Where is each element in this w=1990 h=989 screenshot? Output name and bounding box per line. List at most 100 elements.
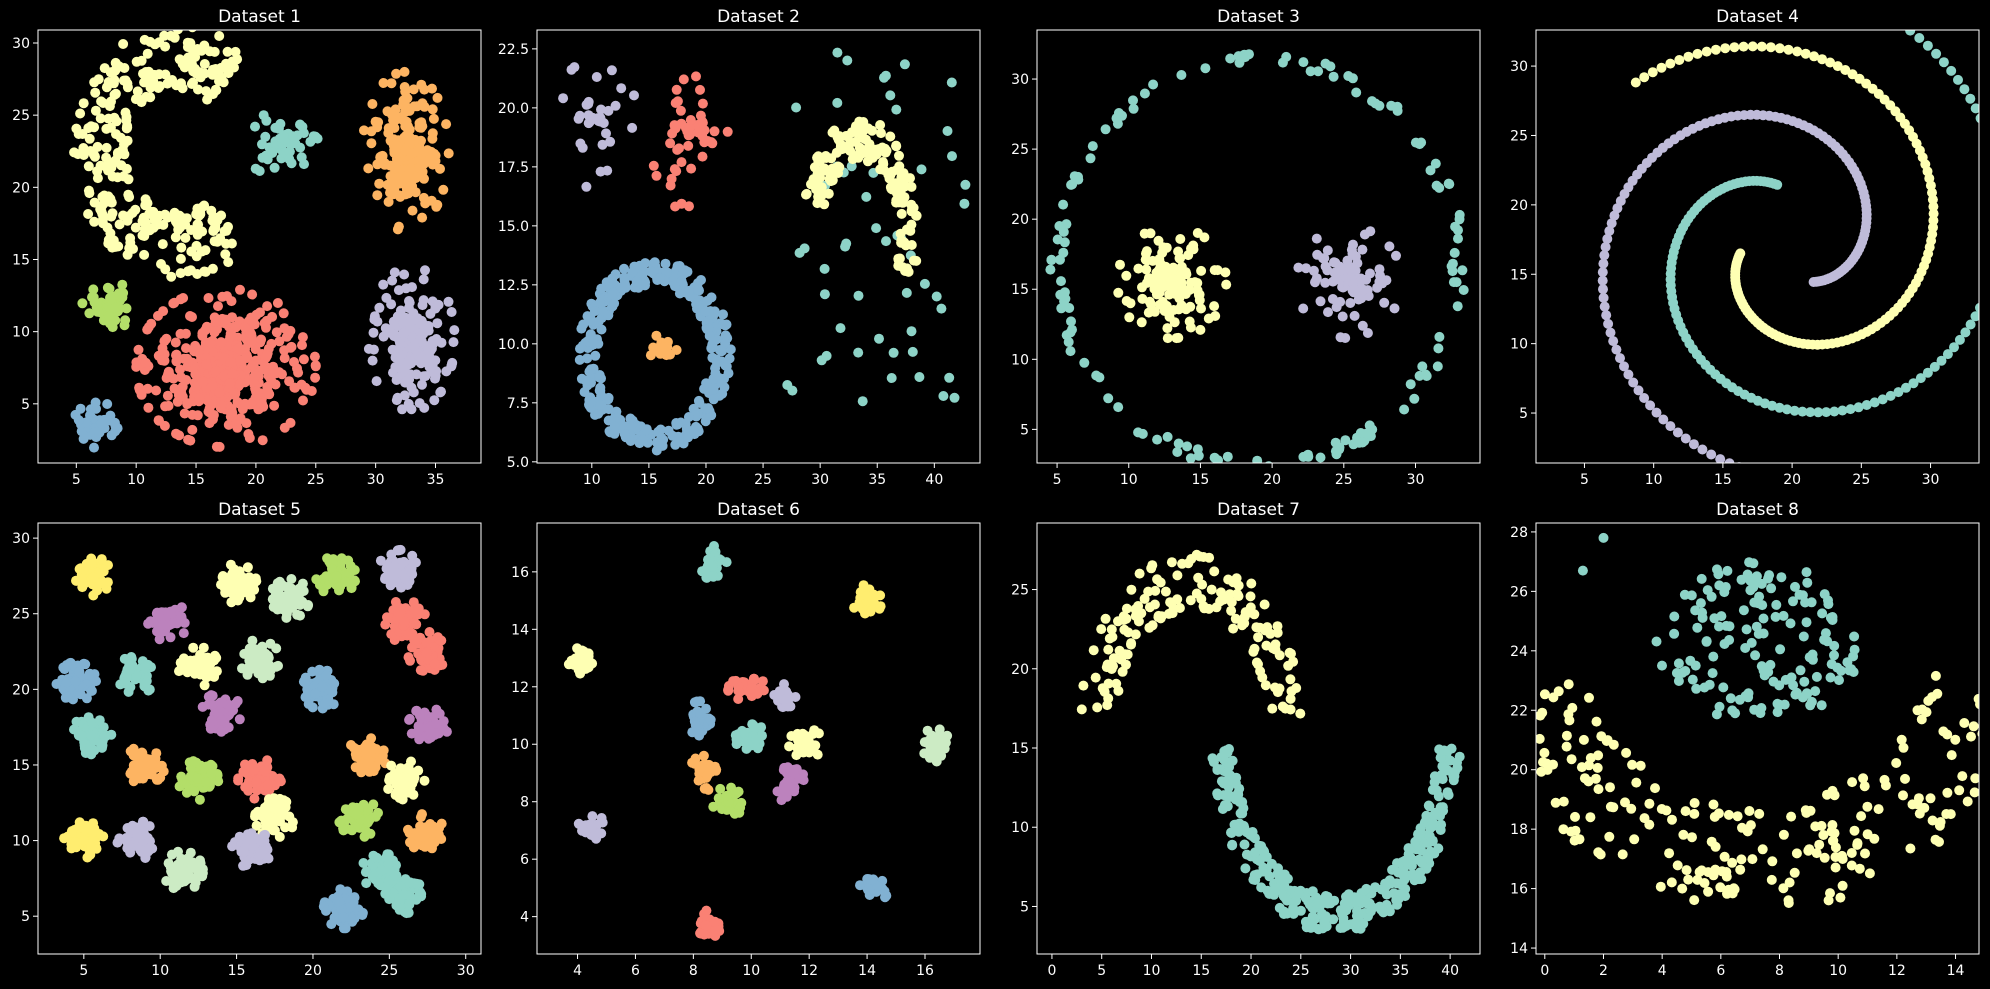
scatter-point xyxy=(78,98,89,109)
scatter-point xyxy=(722,126,733,137)
scatter-point xyxy=(1597,267,1608,278)
scatter-point xyxy=(1351,87,1362,98)
scatter-point xyxy=(594,298,605,309)
x-tick-label: 35 xyxy=(868,472,886,488)
scatter-point xyxy=(1922,40,1933,51)
scatter-point xyxy=(272,298,283,308)
scatter-point xyxy=(392,141,403,151)
scatter-point xyxy=(1139,228,1150,239)
scatter-point xyxy=(103,165,114,176)
scatter-point xyxy=(271,327,282,338)
scatter-point xyxy=(142,324,153,335)
scatter-point xyxy=(1298,57,1309,68)
scatter-point xyxy=(351,751,362,762)
scatter-point xyxy=(911,255,922,266)
axes-frame xyxy=(37,29,482,464)
scatter-point xyxy=(658,434,669,445)
cluster-1 xyxy=(558,62,639,192)
scatter-point xyxy=(1113,402,1124,413)
cluster-2 xyxy=(216,559,262,608)
scatter-point xyxy=(1244,49,1254,60)
cluster-24 xyxy=(403,809,447,854)
scatter-point xyxy=(1374,264,1385,275)
scatter-point xyxy=(190,369,201,380)
scatter-point xyxy=(261,115,272,126)
scatter-point xyxy=(220,249,231,260)
scatter-point xyxy=(1192,228,1203,238)
scatter-point xyxy=(204,403,215,414)
scatter-point xyxy=(269,162,280,173)
scatter-point xyxy=(675,105,686,116)
scatter-point xyxy=(1162,323,1173,334)
scatter-point xyxy=(298,128,309,139)
scatter-point xyxy=(197,202,208,213)
y-tick-label: 15 xyxy=(12,252,30,268)
scatter-point xyxy=(83,185,94,196)
scatter-point xyxy=(160,41,171,52)
scatter-point xyxy=(250,163,261,174)
scatter-point xyxy=(1960,327,1971,338)
scatter-point xyxy=(916,164,927,175)
y-tick-label: 20 xyxy=(1011,212,1029,228)
scatter-point xyxy=(262,301,273,312)
scatter-point xyxy=(589,306,600,317)
scatter-point xyxy=(89,197,100,208)
scatter-point xyxy=(199,680,210,691)
scatter-point xyxy=(395,763,406,774)
scatter-point xyxy=(1064,303,1075,313)
scatter-point xyxy=(1729,42,1740,53)
scatter-point xyxy=(669,120,680,131)
scatter-point xyxy=(230,698,241,709)
scatter-point xyxy=(200,325,211,336)
scatter-point xyxy=(1079,357,1090,368)
scatter-point xyxy=(1168,262,1179,273)
scatter-point xyxy=(187,312,197,322)
subplot-dataset-2: Dataset 210 15 20 25 30 35 405.07.510.012.515.… xyxy=(498,7,981,488)
scatter-point xyxy=(1065,346,1076,357)
scatter-point xyxy=(1222,451,1233,462)
scatter-point xyxy=(707,312,718,323)
scatter-point xyxy=(240,398,250,409)
scatter-point xyxy=(216,714,227,725)
scatter-point xyxy=(120,107,131,118)
scatter-point xyxy=(383,784,394,794)
scatter-point xyxy=(175,364,185,375)
scatter-point xyxy=(592,114,603,125)
scatter-point xyxy=(99,63,110,74)
scatter-point xyxy=(1688,439,1699,450)
scatter-point xyxy=(672,144,683,155)
x-tick-label: 5 xyxy=(1053,472,1062,488)
scatter-point xyxy=(177,391,188,402)
scatter-point xyxy=(428,113,439,124)
scatter-point xyxy=(186,246,197,257)
scatter-point xyxy=(1100,124,1111,135)
scatter-point xyxy=(718,309,728,320)
scatter-point xyxy=(417,379,427,390)
scatter-point xyxy=(1157,247,1168,258)
scatter-point xyxy=(61,677,72,688)
scatter-point xyxy=(1209,301,1220,312)
scatter-point xyxy=(1414,370,1425,381)
scatter-point xyxy=(894,253,905,264)
x-tick-label: 40 xyxy=(925,472,943,488)
scatter-point xyxy=(391,568,402,579)
scatter-point xyxy=(938,391,949,401)
y-tick-label: 10 xyxy=(1011,352,1029,368)
scatter-point xyxy=(1845,404,1856,415)
scatter-point xyxy=(149,214,160,225)
scatter-point xyxy=(232,578,243,589)
scatter-point xyxy=(97,740,108,751)
scatter-point xyxy=(242,352,253,363)
scatter-point xyxy=(1322,245,1333,256)
scatter-point xyxy=(180,232,191,243)
scatter-point xyxy=(274,773,285,784)
scatter-point xyxy=(172,30,183,35)
scatter-point xyxy=(262,350,272,361)
scatter-point xyxy=(380,574,390,584)
scatter-point xyxy=(684,122,695,133)
scatter-point xyxy=(75,108,86,119)
scatter-point xyxy=(1137,282,1147,293)
y-tick-label: 12.5 xyxy=(498,278,529,294)
scatter-point xyxy=(1597,275,1608,286)
